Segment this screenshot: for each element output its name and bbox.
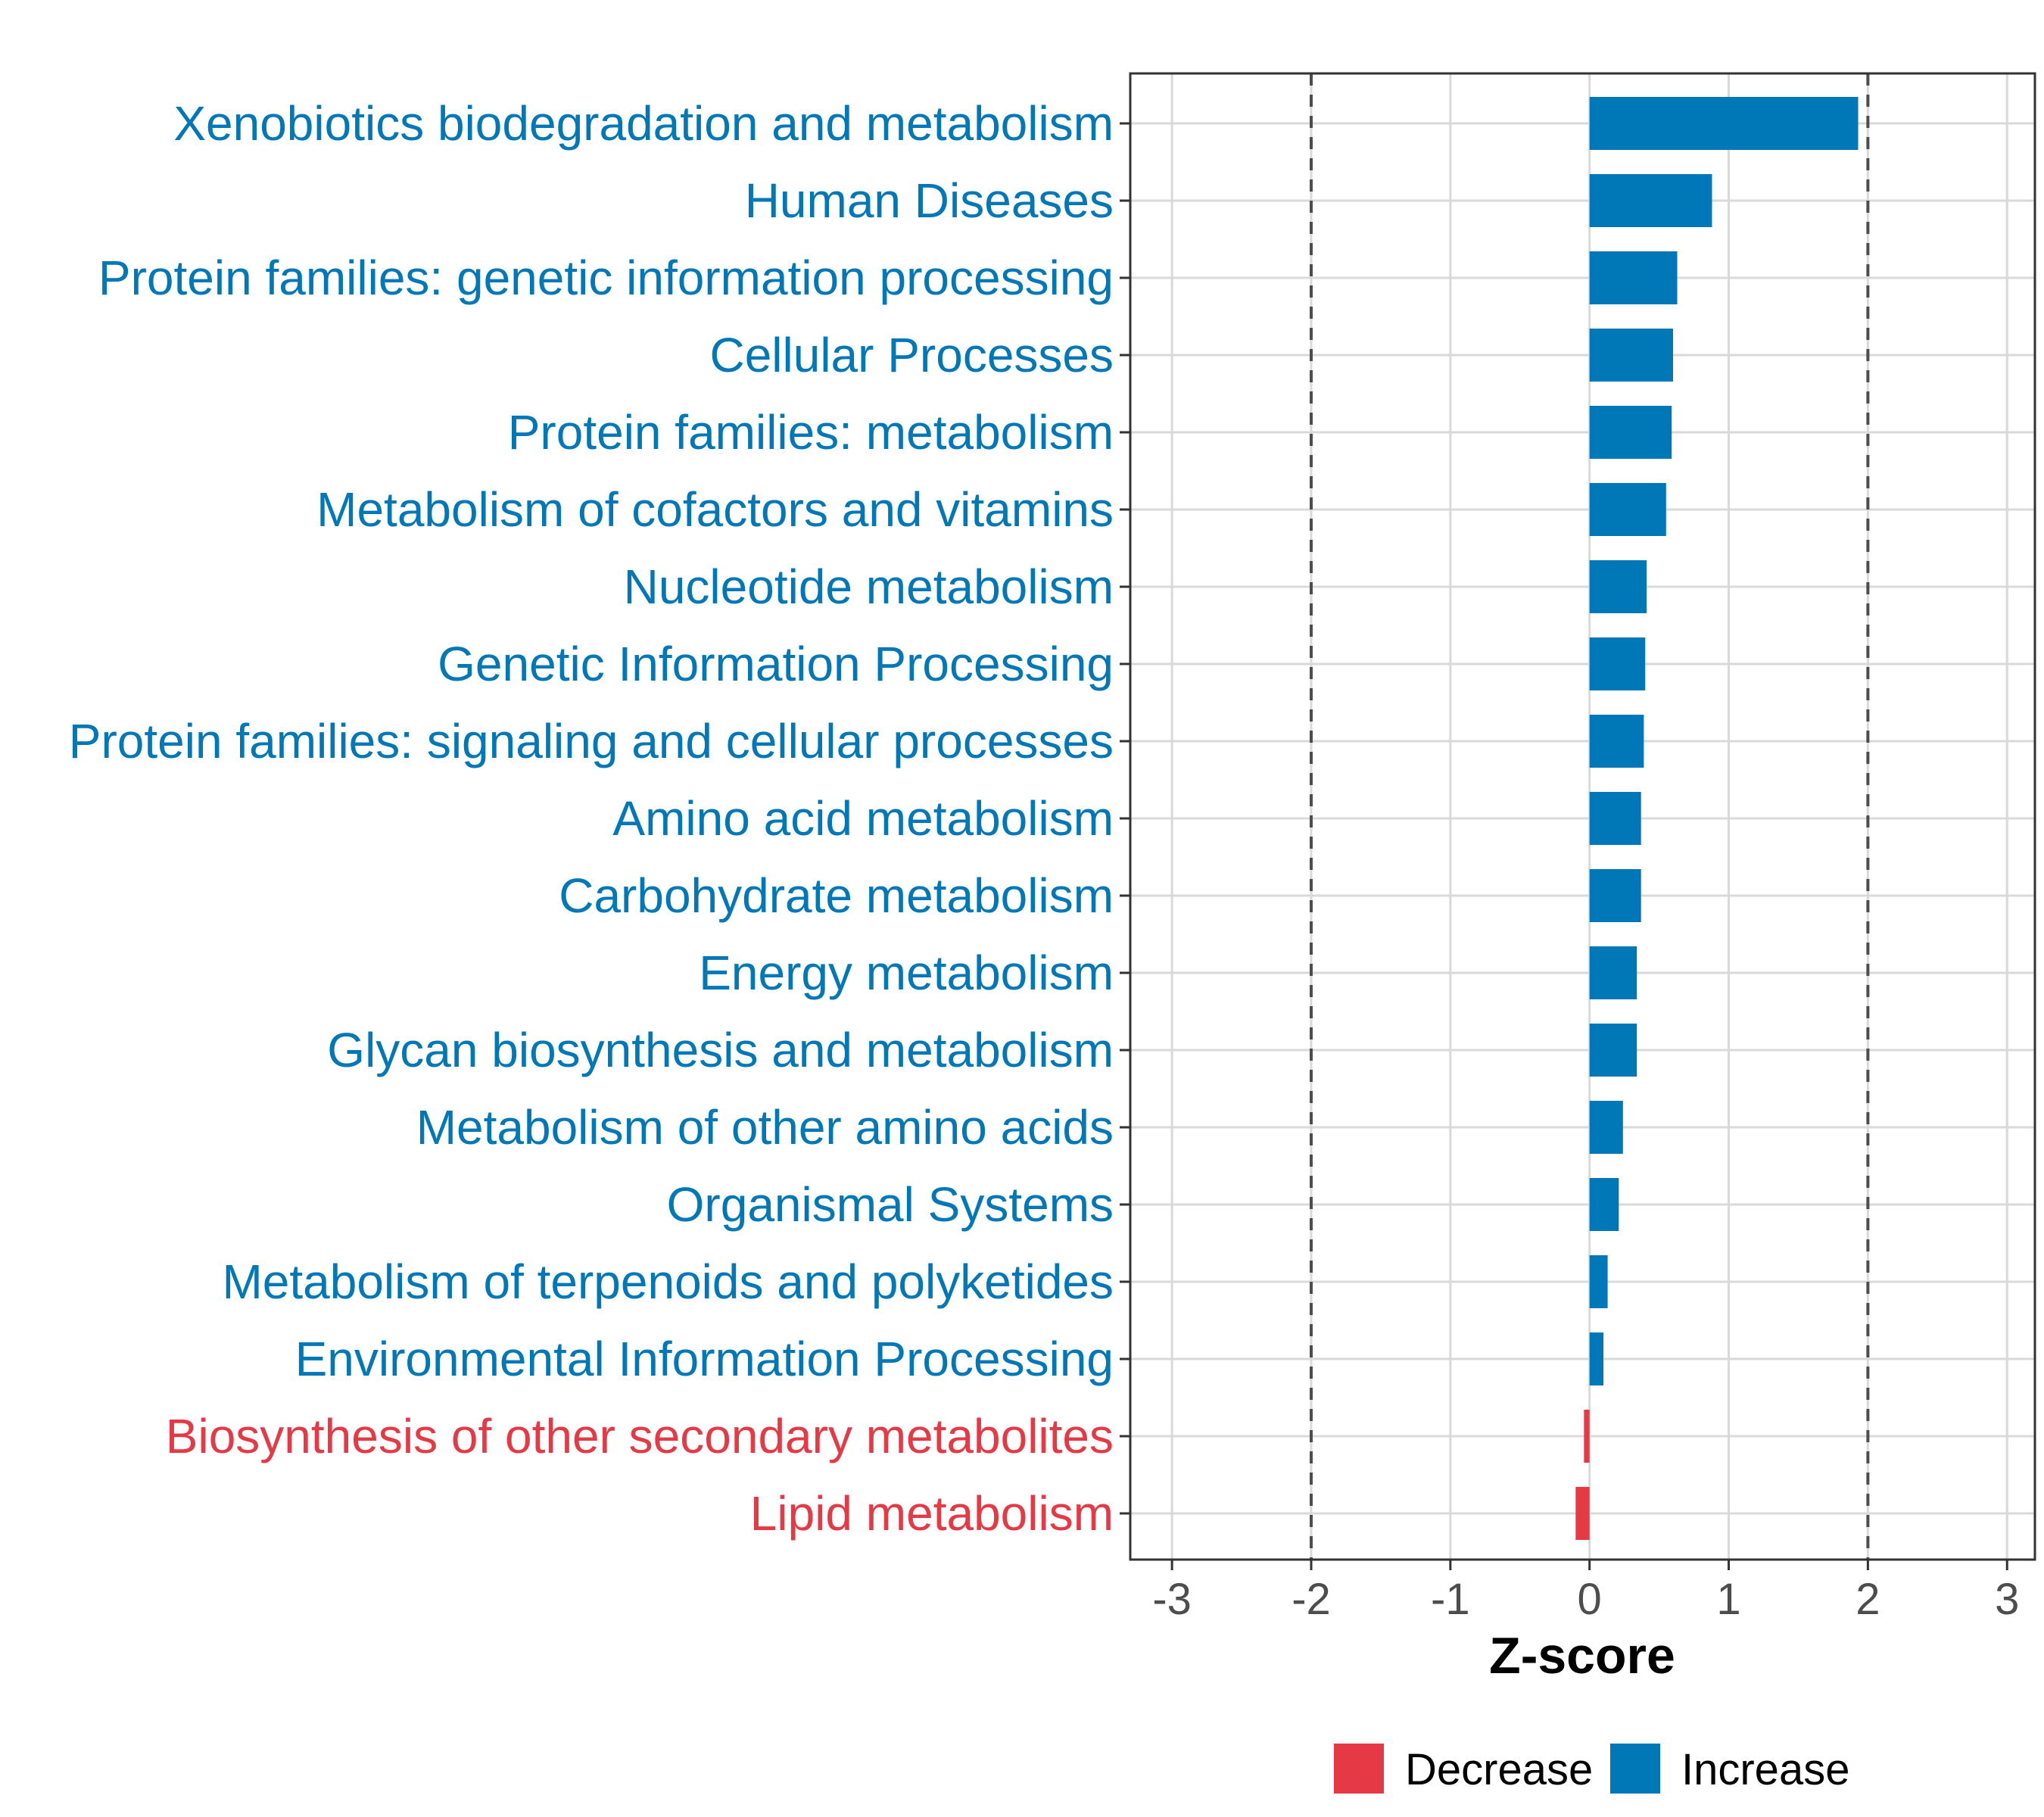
category-label: Carbohydrate metabolism xyxy=(559,868,1114,923)
category-label: Metabolism of terpenoids and polyketides xyxy=(222,1254,1114,1309)
bar xyxy=(1589,406,1672,459)
bar xyxy=(1589,946,1637,999)
category-label: Genetic Information Processing xyxy=(438,637,1114,691)
bar xyxy=(1589,792,1641,845)
category-axis: Xenobiotics biodegradation and metabolis… xyxy=(69,96,1130,1541)
legend-label: Increase xyxy=(1681,1745,1849,1794)
bar xyxy=(1589,251,1678,304)
category-label: Cellular Processes xyxy=(709,328,1114,382)
category-label: Amino acid metabolism xyxy=(612,791,1114,846)
category-label: Lipid metabolism xyxy=(750,1486,1114,1541)
x-axis: -3 -2 -1 0 1 2 3 xyxy=(1152,1560,2019,1624)
bar xyxy=(1589,483,1666,536)
category-label: Protein families: signaling and cellular… xyxy=(69,714,1114,768)
bar xyxy=(1589,1024,1637,1077)
plot-area xyxy=(1129,72,2036,1561)
bar xyxy=(1589,1255,1608,1308)
legend-swatch xyxy=(1610,1744,1660,1794)
panel-background xyxy=(1130,73,2035,1560)
bar xyxy=(1589,715,1644,768)
category-label: Metabolism of cofactors and vitamins xyxy=(316,482,1114,537)
category-label: Environmental Information Processing xyxy=(295,1332,1114,1386)
category-label: Nucleotide metabolism xyxy=(624,559,1114,614)
x-tick-label: 3 xyxy=(1995,1575,2019,1624)
category-label: Metabolism of other amino acids xyxy=(416,1100,1114,1155)
x-tick-label: 1 xyxy=(1716,1575,1740,1624)
bar xyxy=(1589,869,1641,922)
x-tick-label: -2 xyxy=(1292,1575,1331,1624)
legend: Decrease Increase xyxy=(1334,1744,1849,1794)
bar xyxy=(1584,1410,1590,1463)
bar xyxy=(1589,329,1673,382)
panel-border xyxy=(1129,72,2036,1561)
category-label: Biosynthesis of other secondary metaboli… xyxy=(166,1409,1114,1463)
bar xyxy=(1589,1101,1623,1154)
legend-label: Decrease xyxy=(1405,1745,1593,1794)
bar xyxy=(1589,1178,1619,1231)
category-label: Energy metabolism xyxy=(699,946,1114,1000)
bar xyxy=(1575,1487,1590,1540)
category-label: Protein families: genetic information pr… xyxy=(98,251,1114,305)
category-label: Organismal Systems xyxy=(667,1177,1114,1232)
x-tick-label: -1 xyxy=(1431,1575,1470,1624)
x-tick-label: 2 xyxy=(1855,1575,1880,1624)
x-axis-title: Z-score xyxy=(1489,1627,1675,1685)
category-label: Human Diseases xyxy=(745,173,1114,228)
x-tick-label: -3 xyxy=(1152,1575,1192,1624)
x-tick-label: 0 xyxy=(1578,1575,1602,1624)
category-label: Protein families: metabolism xyxy=(508,405,1114,460)
bar xyxy=(1589,1332,1604,1385)
legend-swatch xyxy=(1334,1744,1384,1794)
bar xyxy=(1589,560,1647,613)
bar xyxy=(1589,97,1859,150)
category-label: Xenobiotics biodegradation and metabolis… xyxy=(173,96,1114,151)
bar xyxy=(1589,637,1646,690)
bar xyxy=(1589,174,1712,227)
category-label: Glycan biosynthesis and metabolism xyxy=(327,1023,1114,1077)
